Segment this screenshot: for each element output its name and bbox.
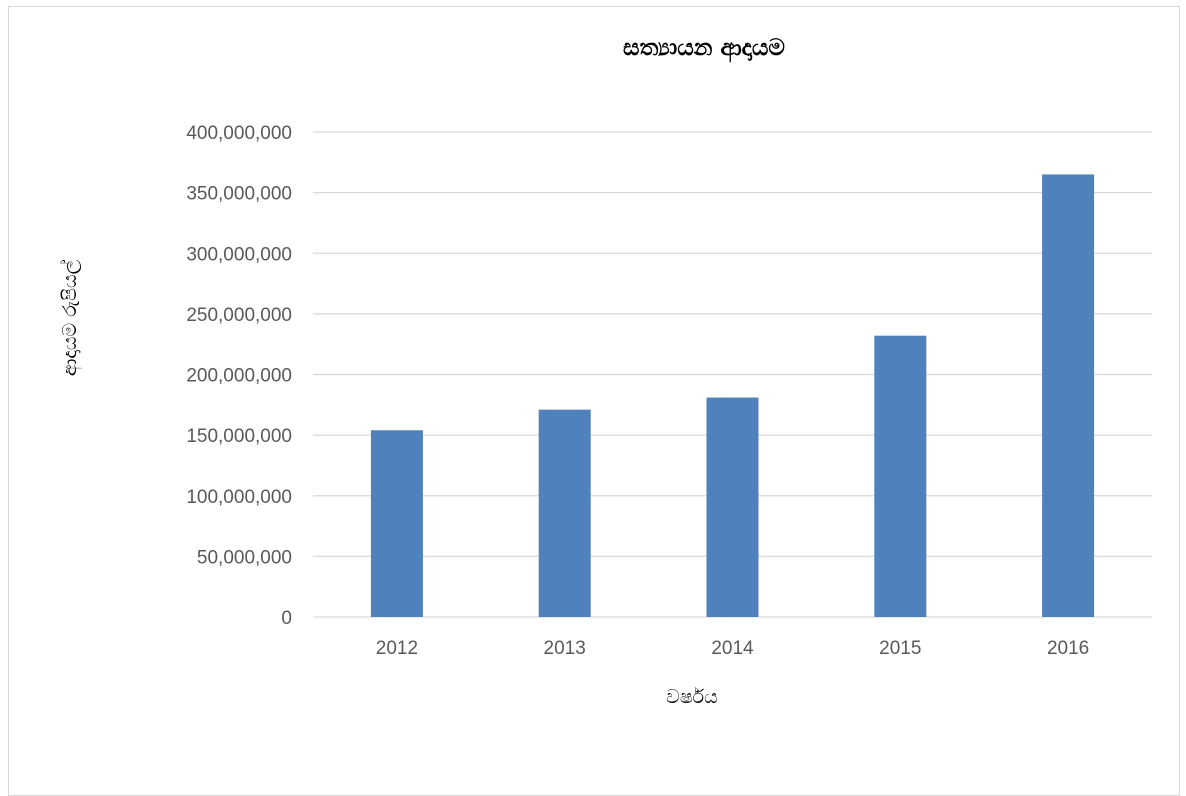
x-tick-label: 2014 [711, 638, 754, 659]
bar-chart: සත්‍යායන ආදායම 0 50,000,000 100,000,000 150… [59, 35, 1152, 708]
chart-frame [8, 6, 1180, 796]
x-axis-ticks: 2012 2013 2014 2015 2016 [376, 638, 1089, 659]
chart-title: සත්‍යායන ආදායම [623, 35, 785, 63]
y-tick-label: 250,000,000 [186, 305, 292, 326]
bar-2013 [538, 409, 591, 617]
y-tick-label: 350,000,000 [186, 184, 292, 205]
bar-2015 [874, 335, 927, 617]
x-tick-label: 2015 [879, 638, 921, 659]
y-tick-label: 50,000,000 [197, 547, 292, 568]
gridlines [313, 131, 1152, 618]
y-axis-ticks: 0 50,000,000 100,000,000 150,000,000 200,000… [186, 123, 292, 629]
bar-2012 [370, 430, 423, 617]
y-tick-label: 400,000,000 [186, 123, 292, 144]
bars [370, 174, 1095, 617]
y-tick-label: 0 [281, 608, 292, 629]
y-tick-label: 300,000,000 [186, 244, 292, 265]
y-axis-label: ආදායම රුපියල් [59, 259, 82, 376]
y-tick-label: 100,000,000 [186, 487, 292, 508]
x-axis-label: වර්ෂය [666, 686, 718, 708]
bar-2014 [706, 397, 759, 617]
x-tick-label: 2013 [544, 638, 586, 659]
bar-2016 [1042, 174, 1095, 617]
y-tick-label: 200,000,000 [186, 366, 292, 387]
y-tick-label: 150,000,000 [186, 426, 292, 447]
x-tick-label: 2016 [1047, 638, 1089, 659]
x-tick-label: 2012 [376, 638, 418, 659]
